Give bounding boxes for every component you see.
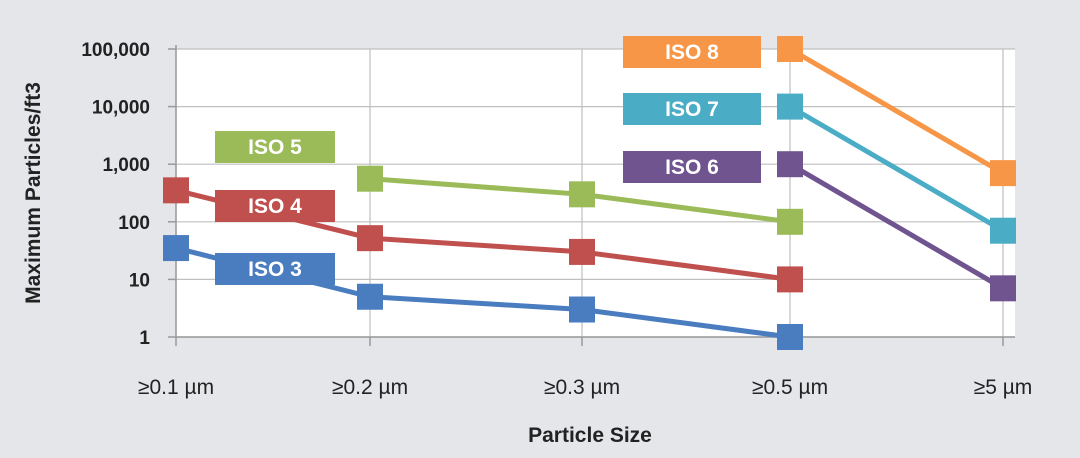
data-point: [990, 217, 1016, 244]
series-tag-label: ISO 7: [665, 98, 719, 121]
series-tag-box: [215, 190, 335, 222]
data-point: [357, 283, 383, 310]
series-tag-iso-5: ISO 5: [215, 131, 335, 163]
series-tag-label: ISO 3: [248, 258, 302, 281]
data-point: [163, 235, 189, 262]
data-point: [777, 93, 803, 120]
series-line: [788, 46, 1005, 176]
y-tick-label: 10,000: [92, 98, 150, 119]
series-tag-label: ISO 5: [248, 136, 302, 159]
series-tag-label: ISO 4: [248, 195, 302, 218]
series-tag-iso-7: ISO 7: [623, 93, 761, 125]
series-tag-iso-6: ISO 6: [623, 151, 761, 183]
data-point: [777, 324, 803, 350]
data-point: [777, 208, 803, 235]
series-tag-iso-8: ISO 8: [623, 36, 761, 68]
data-point: [990, 275, 1016, 302]
x-tick-label: ≥0.2 µm: [332, 376, 408, 399]
data-point: [777, 266, 803, 293]
data-point: [357, 225, 383, 252]
data-point: [357, 165, 383, 192]
series-iso-8: [777, 36, 1016, 187]
series-iso-5: [357, 165, 803, 235]
series-group: [163, 36, 1016, 350]
series-tag-box: [623, 93, 761, 125]
y-tick-label: 1,000: [102, 155, 150, 176]
y-tick-label: 100: [118, 213, 150, 234]
data-point: [569, 181, 595, 208]
series-tag-box: [215, 253, 335, 285]
series-iso-6: [777, 151, 1016, 302]
series-tag-iso-4: ISO 4: [215, 190, 335, 222]
data-point: [569, 296, 595, 323]
series-tag-box: [623, 151, 761, 183]
data-point: [163, 177, 189, 204]
series-tag-label: ISO 8: [665, 41, 719, 64]
x-axis-title: Particle Size: [528, 424, 652, 447]
data-point: [777, 36, 803, 62]
series-line: [788, 104, 1005, 233]
y-tick-label: 1: [139, 328, 150, 349]
y-tick-label: 10: [129, 270, 150, 291]
x-tick-label: ≥0.1 µm: [138, 376, 214, 399]
series-iso-7: [777, 93, 1016, 244]
data-point: [990, 160, 1016, 187]
series-tag-iso-3: ISO 3: [215, 253, 335, 285]
series-tag-box: [623, 36, 761, 68]
data-point: [569, 238, 595, 265]
x-tick-label: ≥0.3 µm: [544, 376, 620, 399]
series-line: [788, 162, 1005, 291]
series-tags: ISO 3 ISO 4 ISO 5 ISO 6 ISO 7 ISO 8: [215, 36, 761, 285]
series-tag-label: ISO 6: [665, 156, 719, 179]
series-tag-box: [215, 131, 335, 163]
data-point: [777, 151, 803, 178]
x-tick-label: ≥0.5 µm: [752, 376, 828, 399]
y-axis-title: Maximum Particles/ft3: [22, 82, 45, 304]
axes: 1 10 100 1,000 10,000 100,000 ≥0.1 µm ≥0.2 µm ≥0…: [81, 40, 1032, 399]
y-tick-label: 100,000: [81, 40, 150, 61]
x-tick-label: ≥5 µm: [974, 376, 1033, 399]
